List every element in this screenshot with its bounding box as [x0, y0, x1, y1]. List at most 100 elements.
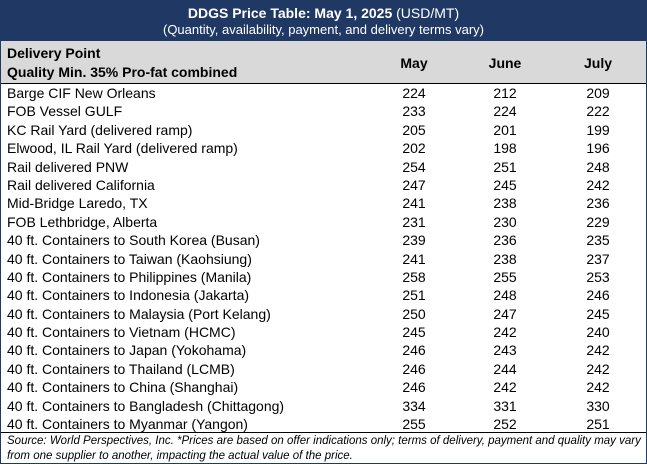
- table-row: Rail delivered California 247 245 242: [1, 176, 646, 194]
- cell-june: 242: [493, 324, 517, 341]
- cell-july: 253: [586, 268, 610, 285]
- table-header: Delivery Point Quality Min. 35% Pro-fat …: [1, 41, 646, 84]
- cell-delivery-point: 40 ft. Containers to Philippines (Manila…: [7, 268, 252, 285]
- table-body: Barge CIF New Orleans 224 212 209 FOB Vessel…: [1, 84, 646, 433]
- cell-june: 251: [493, 158, 517, 175]
- table-row: 40 ft. Containers to Bangladesh (Chittag…: [1, 397, 646, 415]
- cell-july: 209: [586, 85, 610, 101]
- title-bold: DDGS Price Table: May 1, 2025: [187, 5, 393, 21]
- cell-july: 248: [586, 158, 610, 175]
- cell-delivery-point: FOB Vessel GULF: [7, 103, 123, 120]
- cell-delivery-point: 40 ft. Containers to Thailand (LCMB): [7, 360, 235, 377]
- cell-june: 247: [493, 305, 517, 322]
- cell-june: 224: [493, 103, 517, 120]
- cell-may: 334: [402, 397, 426, 414]
- table-row: 40 ft. Containers to Malaysia (Port Kela…: [1, 305, 646, 323]
- cell-july: 229: [586, 213, 610, 230]
- cell-may: 241: [402, 250, 426, 267]
- cell-july: 242: [586, 342, 610, 359]
- cell-july: 222: [586, 103, 610, 120]
- cell-delivery-point: Rail delivered California: [7, 176, 155, 193]
- cell-june: 248: [493, 287, 517, 304]
- cell-june: 245: [493, 176, 517, 193]
- cell-delivery-point: Mid-Bridge Laredo, TX: [7, 195, 148, 212]
- cell-june: 244: [493, 360, 517, 377]
- table-row: 40 ft. Containers to South Korea (Busan)…: [1, 231, 646, 249]
- table-row: 40 ft. Containers to Indonesia (Jakarta)…: [1, 286, 646, 304]
- cell-delivery-point: 40 ft. Containers to Japan (Yokohama): [7, 342, 247, 359]
- title-unit: (USD/MT): [396, 5, 460, 21]
- cell-delivery-point: 40 ft. Containers to Vietnam (HCMC): [7, 324, 236, 341]
- table-row: 40 ft. Containers to Myanmar (Yangon) 255…: [1, 415, 646, 433]
- cell-june: 198: [493, 140, 517, 157]
- table-row: 40 ft. Containers to Japan (Yokohama) 246…: [1, 341, 646, 359]
- cell-delivery-point: 40 ft. Containers to Malaysia (Port Kela…: [7, 305, 271, 322]
- cell-july: 240: [586, 324, 610, 341]
- table-row: 40 ft. Containers to China (Shanghai) 246…: [1, 378, 646, 396]
- cell-june: 212: [493, 85, 517, 101]
- cell-may: 241: [402, 195, 426, 212]
- cell-july: 242: [586, 176, 610, 193]
- table-row: Rail delivered PNW 254 251 248: [1, 158, 646, 176]
- cell-may: 254: [402, 158, 426, 175]
- cell-july: 242: [586, 379, 610, 396]
- cell-may: 205: [402, 121, 426, 138]
- table-row: FOB Vessel GULF 233 224 222: [1, 102, 646, 120]
- cell-june: 252: [493, 416, 517, 433]
- table-row: 40 ft. Containers to Philippines (Manila…: [1, 268, 646, 286]
- cell-may: 251: [402, 287, 426, 304]
- cell-may: 239: [402, 232, 426, 249]
- cell-july: 245: [586, 305, 610, 322]
- footnote-text: Source: World Perspectives, Inc. *Prices…: [7, 435, 641, 462]
- cell-may: 246: [402, 379, 426, 396]
- cell-delivery-point: FOB Lethbridge, Alberta: [7, 213, 158, 230]
- cell-july: 196: [586, 140, 610, 157]
- title-banner: DDGS Price Table: May 1, 2025 (USD/MT) (…: [1, 1, 646, 41]
- cell-july: 246: [586, 287, 610, 304]
- table-row: 40 ft. Containers to Taiwan (Kaohsiung) 2…: [1, 250, 646, 268]
- cell-may: 224: [402, 85, 426, 101]
- cell-may: 233: [402, 103, 426, 120]
- cell-may: 250: [402, 305, 426, 322]
- cell-june: 236: [493, 232, 517, 249]
- header-quality: Quality Min. 35% Pro-fat combined: [7, 64, 238, 80]
- cell-delivery-point: 40 ft. Containers to Bangladesh (Chittag…: [7, 397, 285, 414]
- header-july: July: [583, 55, 612, 71]
- cell-may: 255: [402, 416, 426, 433]
- cell-june: 243: [493, 342, 517, 359]
- cell-july: 242: [586, 360, 610, 377]
- header-may: May: [400, 55, 428, 71]
- cell-july: 235: [586, 232, 610, 249]
- table-title: DDGS Price Table: May 1, 2025 (USD/MT): [1, 5, 646, 21]
- cell-june: 331: [493, 397, 517, 414]
- cell-june: 230: [493, 213, 517, 230]
- table-row: Barge CIF New Orleans 224 212 209: [1, 84, 646, 102]
- cell-july: 236: [586, 195, 610, 212]
- cell-delivery-point: 40 ft. Containers to Indonesia (Jakarta): [7, 287, 250, 304]
- table-row: 40 ft. Containers to Thailand (LCMB) 246 2…: [1, 360, 646, 378]
- table-row: FOB Lethbridge, Alberta 231 230 229: [1, 213, 646, 231]
- cell-may: 258: [402, 268, 426, 285]
- source-footnote: Source: World Perspectives, Inc. *Prices…: [1, 432, 646, 464]
- table-row: 40 ft. Containers to Vietnam (HCMC) 245 24…: [1, 323, 646, 341]
- table-subtitle: (Quantity, availability, payment, and de…: [162, 22, 485, 37]
- cell-may: 246: [402, 360, 426, 377]
- cell-delivery-point: 40 ft. Containers to China (Shanghai): [7, 379, 239, 396]
- cell-delivery-point: 40 ft. Containers to South Korea (Busan): [7, 232, 260, 249]
- cell-may: 246: [402, 342, 426, 359]
- cell-delivery-point: 40 ft. Containers to Myanmar (Yangon): [7, 416, 248, 433]
- cell-june: 201: [493, 121, 517, 138]
- cell-july: 251: [586, 416, 610, 433]
- cell-june: 238: [493, 195, 517, 212]
- cell-may: 231: [402, 213, 426, 230]
- cell-may: 245: [402, 324, 426, 341]
- cell-delivery-point: Rail delivered PNW: [7, 158, 129, 175]
- cell-may: 202: [402, 140, 426, 157]
- cell-june: 242: [493, 379, 517, 396]
- cell-delivery-point: Barge CIF New Orleans: [7, 85, 156, 101]
- header-june: June: [488, 55, 522, 71]
- cell-july: 199: [586, 121, 610, 138]
- cell-june: 238: [493, 250, 517, 267]
- cell-june: 255: [493, 268, 517, 285]
- table-row: Elwood, IL Rail Yard (delivered ramp) 202…: [1, 139, 646, 157]
